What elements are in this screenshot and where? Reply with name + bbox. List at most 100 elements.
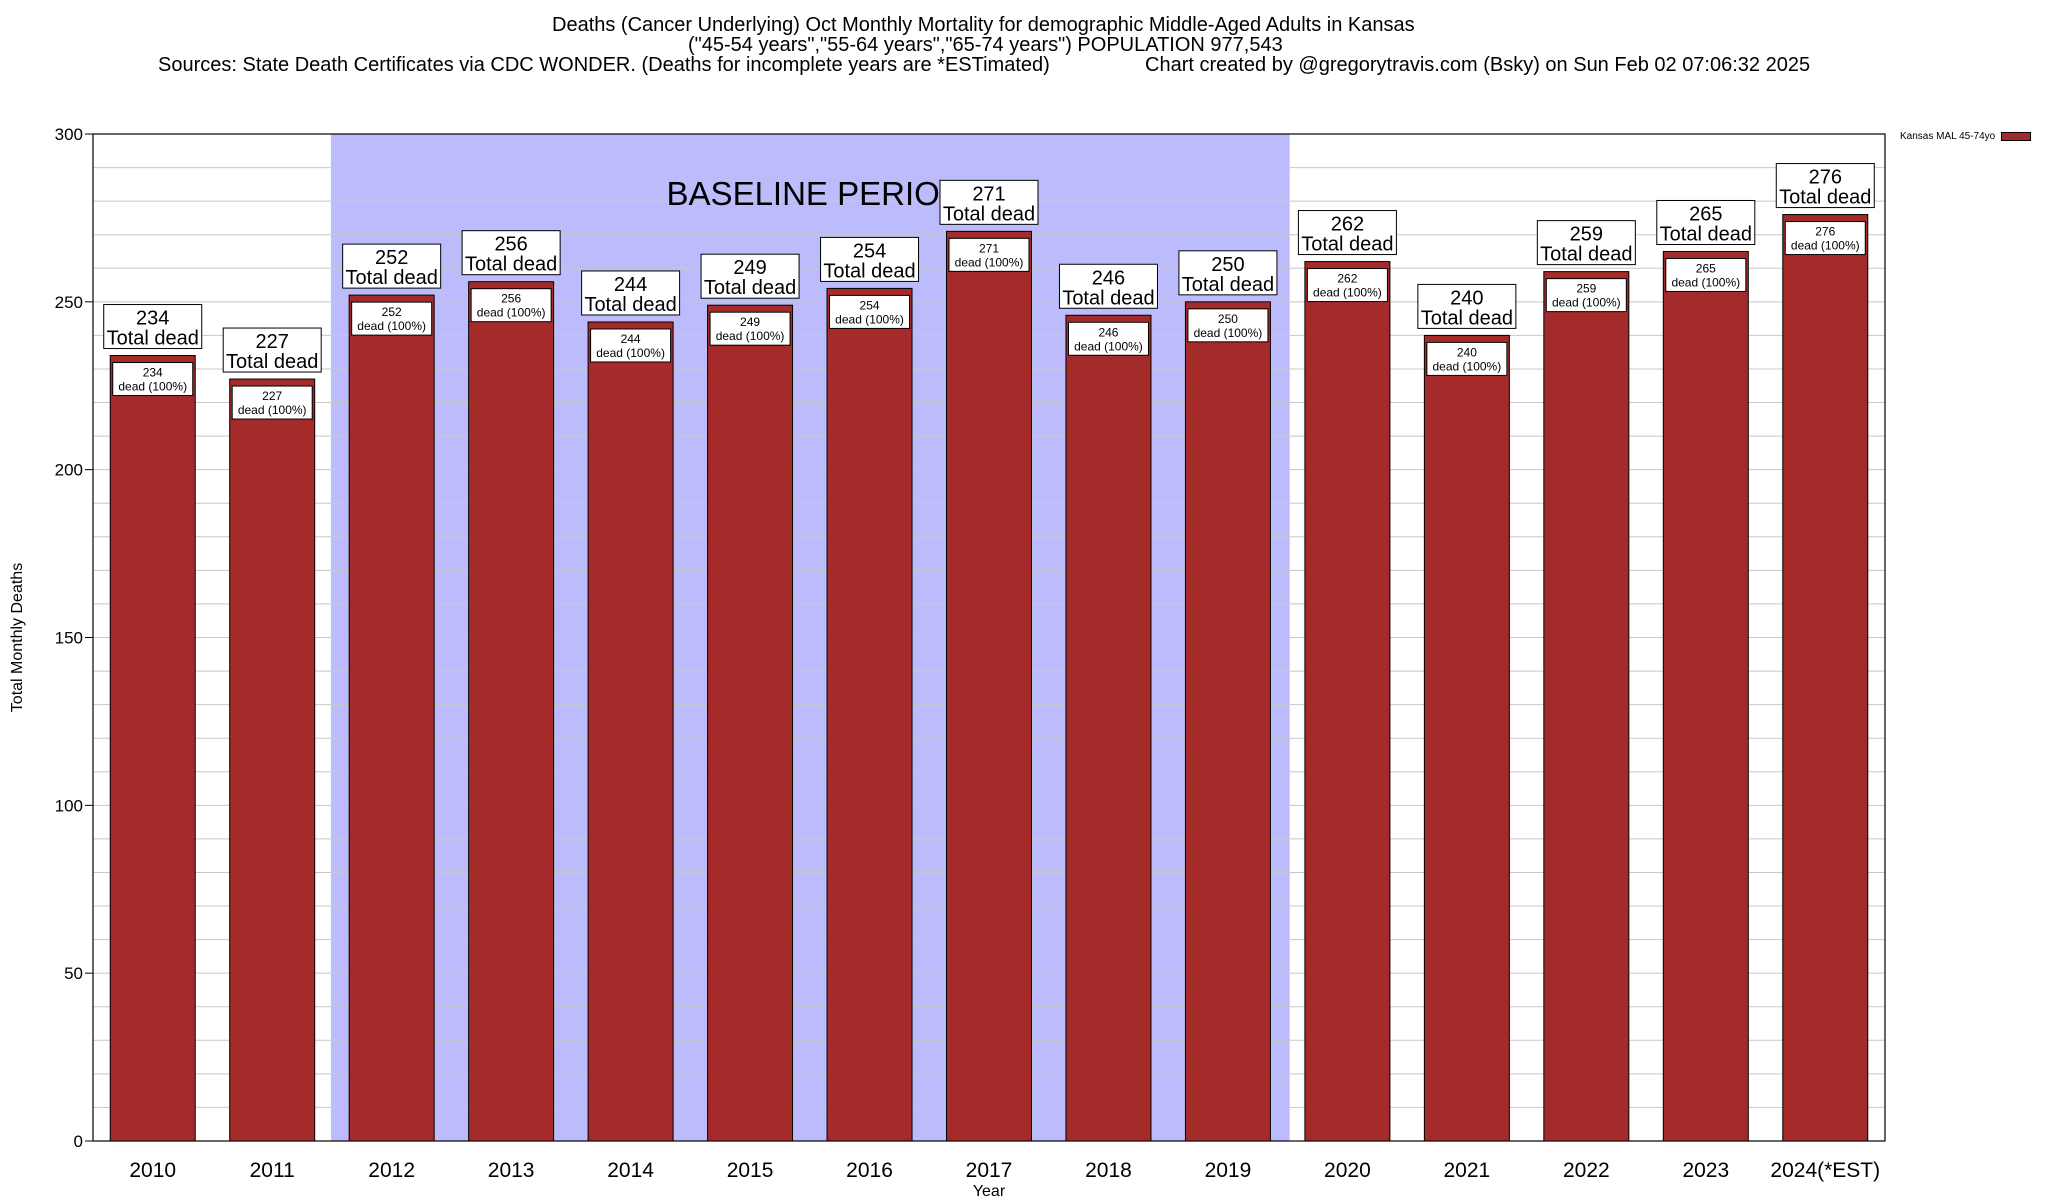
inner-label-value: 252 [382,305,402,319]
inner-label-value: 246 [1098,325,1118,339]
top-label-box [1775,163,1875,209]
top-label-value: 256 [494,234,527,256]
top-label-text: Total dead [1779,187,1871,209]
inner-label-text: dead (100%) [1194,326,1263,340]
top-label-value: 249 [733,257,766,279]
inner-label-value: 259 [1576,282,1596,296]
top-label-text: Total dead [1540,244,1632,266]
top-label-text: Total dead [346,267,438,289]
top-label-value: 252 [375,247,408,269]
bar-2020 [1304,261,1391,1142]
inner-label-text: dead (100%) [477,306,546,320]
top-label-value: 265 [1689,203,1722,225]
x-tick-label: 2012 [368,1159,415,1182]
top-label-value: 254 [853,240,886,262]
bar-2014 [587,321,674,1142]
inner-label-box [1426,341,1508,376]
inner-label-box [112,362,194,397]
x-tick-label: 2011 [250,1159,295,1182]
inner-label-text: dead (100%) [1313,286,1382,300]
inner-label-text: dead (100%) [1433,359,1502,373]
y-tick-label: 200 [55,461,83,480]
top-label-text: Total dead [584,294,676,316]
inner-label-text: dead (100%) [596,346,665,360]
inner-label-text: dead (100%) [716,329,785,343]
inner-label-value: 234 [143,366,163,380]
x-tick-label: 2013 [488,1159,535,1182]
inner-label-text: dead (100%) [1791,239,1860,253]
y-tick-label: 150 [55,629,83,648]
bar-2011 [229,378,316,1142]
inner-label-value: 256 [501,292,521,306]
inner-label-value: 265 [1696,261,1716,275]
top-label-text: Total dead [107,328,199,350]
inner-label-box [590,328,672,363]
x-tick-label: 2010 [129,1159,176,1182]
top-label-box [1656,199,1756,245]
x-tick-label: 2023 [1682,1159,1729,1182]
inner-label-value: 262 [1337,272,1357,286]
top-label-box [1297,210,1397,256]
bar-2024(*EST) [1782,214,1869,1142]
y-tick-label: 300 [55,125,83,144]
top-label-box [1536,220,1636,266]
top-label-box [939,179,1039,225]
inner-label-value: 271 [979,241,999,255]
bar-2023 [1662,250,1749,1142]
title-line-1: Deaths (Cancer Underlying) Oct Monthly M… [552,14,1415,36]
inner-label-text: dead (100%) [357,319,426,333]
inner-label-box [1545,278,1627,313]
top-label-value: 276 [1809,167,1842,189]
inner-label-box [351,301,433,336]
inner-label-text: dead (100%) [1552,296,1621,310]
top-label-value: 246 [1092,267,1125,289]
top-label-value: 234 [136,308,169,330]
top-label-text: Total dead [943,203,1035,225]
x-tick-label: 2024(*EST) [1770,1159,1880,1182]
legend: Kansas MAL 45-74yo [1900,131,2032,142]
inner-label-box [1784,221,1866,256]
top-label-text: Total dead [465,254,557,276]
y-tick-label: 100 [55,796,83,815]
top-label-text: Total dead [226,351,318,373]
bar-2016 [826,287,913,1142]
x-tick-label: 2014 [607,1159,654,1182]
top-label-box [581,270,681,316]
top-label-value: 240 [1450,287,1483,309]
bar-2010 [109,355,196,1142]
inner-label-value: 249 [740,315,760,329]
inner-label-value: 244 [621,332,641,346]
x-tick-label: 2018 [1085,1159,1132,1182]
inner-label-text: dead (100%) [1074,339,1143,353]
inner-label-box [470,288,552,323]
bar-2018 [1065,314,1152,1142]
y-tick-label: 250 [55,293,83,312]
y-tick-label: 0 [74,1132,83,1151]
top-label-box [1058,263,1158,309]
x-tick-label: 2015 [727,1159,774,1182]
inner-label-text: dead (100%) [238,403,307,417]
x-tick-label: 2020 [1324,1159,1371,1182]
inner-label-text: dead (100%) [1671,275,1740,289]
top-label-box [103,304,203,350]
bar-2013 [468,281,555,1142]
inner-label-box [948,237,1030,272]
inner-label-text: dead (100%) [835,312,904,326]
top-label-text: Total dead [1660,223,1752,245]
top-label-box [461,230,561,276]
baseline-period-label: BASELINE PERIOD [667,175,964,212]
top-label-box [222,327,322,373]
title-line-2: ("45-54 years","55-64 years","65-74 year… [688,34,1283,56]
legend-label: Kansas MAL 45-74yo [1900,131,1996,142]
bar-2019 [1184,301,1271,1142]
x-axis-title: Year [973,1183,1006,1200]
x-tick-label: 2022 [1563,1159,1610,1182]
inner-label-text: dead (100%) [118,380,187,394]
top-label-box [820,236,920,282]
inner-label-value: 240 [1457,345,1477,359]
top-label-value: 271 [972,183,1005,205]
inner-label-value: 276 [1815,225,1835,239]
top-label-box [700,253,800,299]
title-sources: Sources: State Death Certificates via CD… [158,54,1050,76]
